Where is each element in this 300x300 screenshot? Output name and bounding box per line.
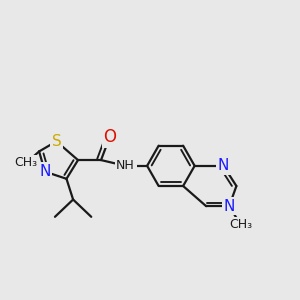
Text: S: S — [52, 134, 61, 149]
Text: CH₃: CH₃ — [15, 157, 38, 169]
Text: NH: NH — [116, 159, 135, 172]
Text: N: N — [224, 199, 235, 214]
Text: N: N — [218, 158, 229, 173]
Text: CH₃: CH₃ — [229, 218, 252, 231]
Text: N: N — [39, 164, 51, 179]
Text: O: O — [103, 128, 116, 146]
